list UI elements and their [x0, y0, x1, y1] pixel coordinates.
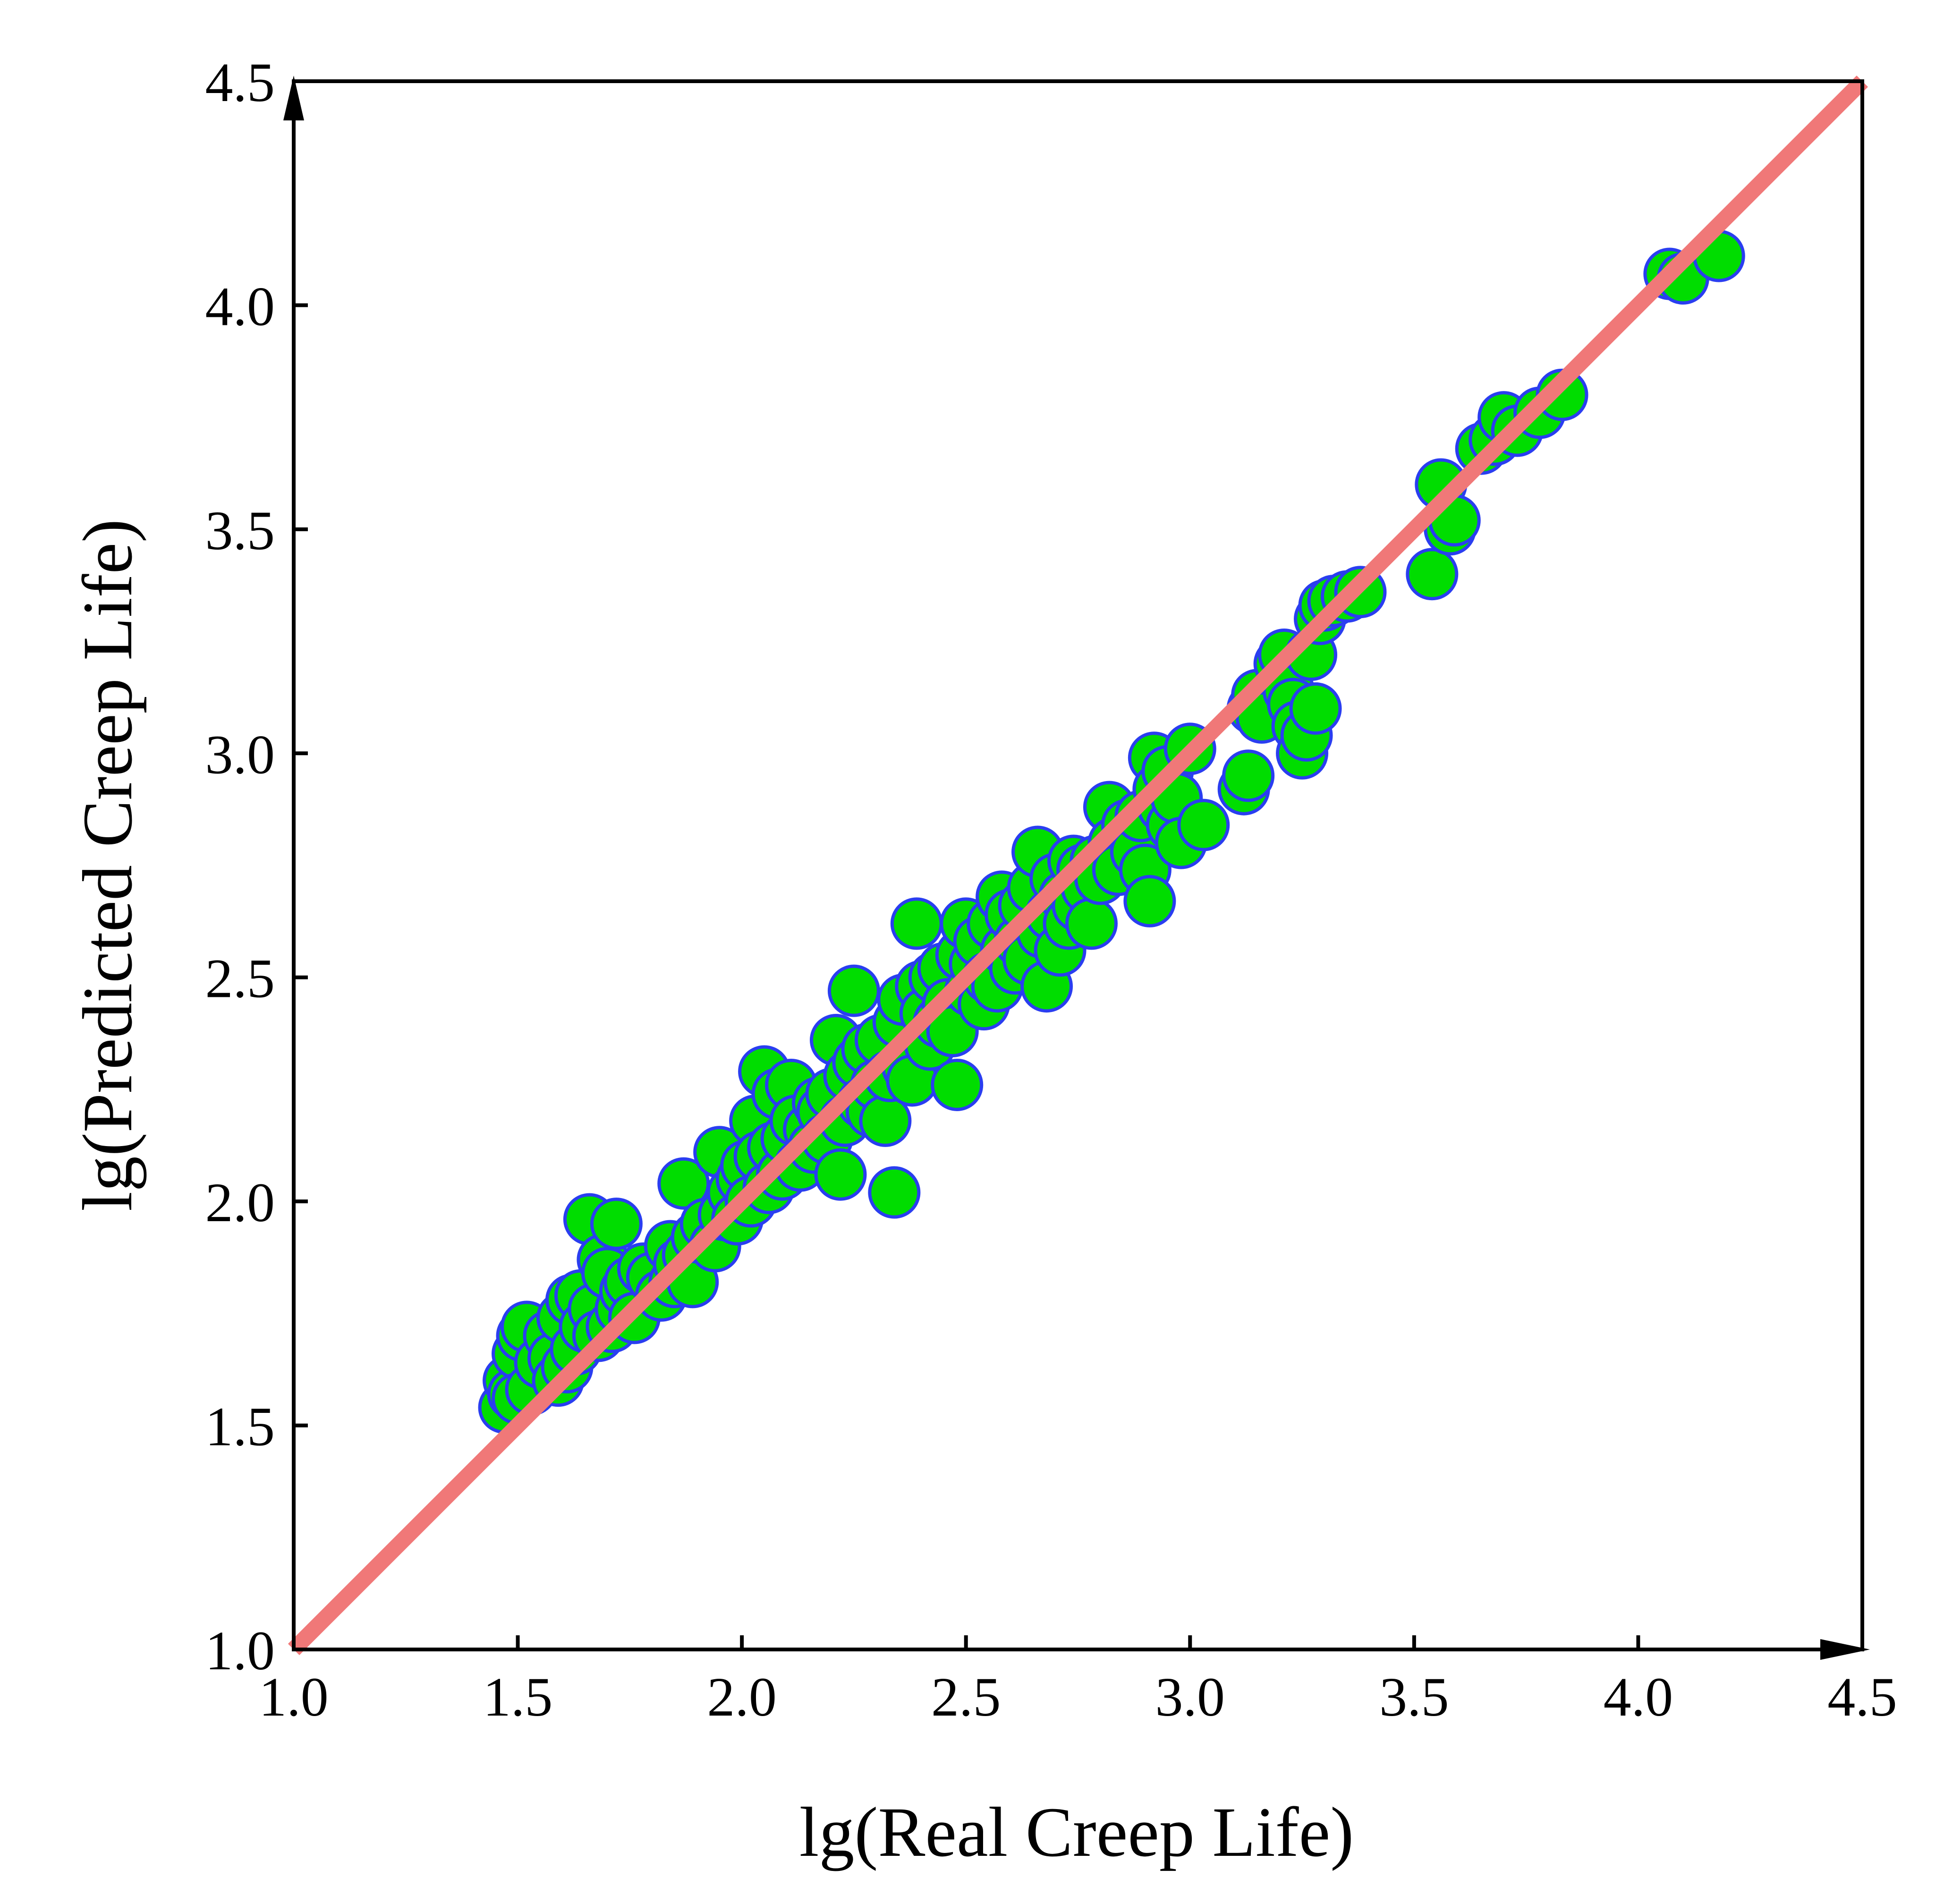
data-point	[1222, 749, 1275, 802]
y-tick-label: 3.0	[205, 723, 275, 785]
y-tick-label: 2.5	[205, 948, 275, 1010]
data-point	[814, 1148, 867, 1201]
reference-line-layer	[288, 75, 1868, 1656]
data-point	[1406, 548, 1459, 601]
y-tick-label: 4.0	[205, 275, 275, 337]
data-point	[1177, 799, 1230, 851]
data-point	[868, 1166, 921, 1219]
data-point	[827, 964, 880, 1017]
data-point	[590, 1198, 643, 1250]
x-tick-label: 1.0	[259, 1666, 329, 1728]
x-tick-label: 2.0	[707, 1666, 777, 1728]
y-tick-labels: 1.0 1.5 2.0 2.5 3.0 3.5 4.0 4.5	[205, 51, 275, 1682]
x-tick-label: 4.5	[1827, 1666, 1897, 1728]
x-tick-label: 3.0	[1155, 1666, 1225, 1728]
data-point	[931, 1058, 984, 1111]
x-tick-label: 3.5	[1379, 1666, 1449, 1728]
y-tick-label: 1.5	[205, 1396, 275, 1458]
data-point	[1065, 897, 1118, 950]
x-tick-label: 1.5	[483, 1666, 553, 1728]
y-tick-label: 1.0	[205, 1620, 275, 1682]
x-tick-label: 4.0	[1604, 1666, 1673, 1728]
reference-line	[288, 75, 1868, 1656]
data-point	[657, 1157, 710, 1210]
y-tick-label: 4.5	[205, 51, 275, 113]
x-tick-label: 2.5	[931, 1666, 1001, 1728]
plot-frame	[292, 79, 1864, 1651]
x-tick-labels: 1.0 1.5 2.0 2.5 3.0 3.5 4.0 4.5	[259, 1666, 1897, 1728]
y-tick-label: 3.5	[205, 500, 275, 561]
x-axis-arrow-icon	[1820, 1639, 1870, 1660]
x-axis-title: lg(Real Creep Life)	[799, 1793, 1354, 1871]
y-axis-title: lg(Predicted Creep Life)	[68, 519, 147, 1211]
data-point	[1123, 875, 1176, 927]
y-axis-arrow-icon	[283, 76, 304, 120]
data-point	[890, 897, 943, 950]
data-point	[1289, 682, 1342, 735]
y-tick-label: 2.0	[205, 1172, 275, 1233]
